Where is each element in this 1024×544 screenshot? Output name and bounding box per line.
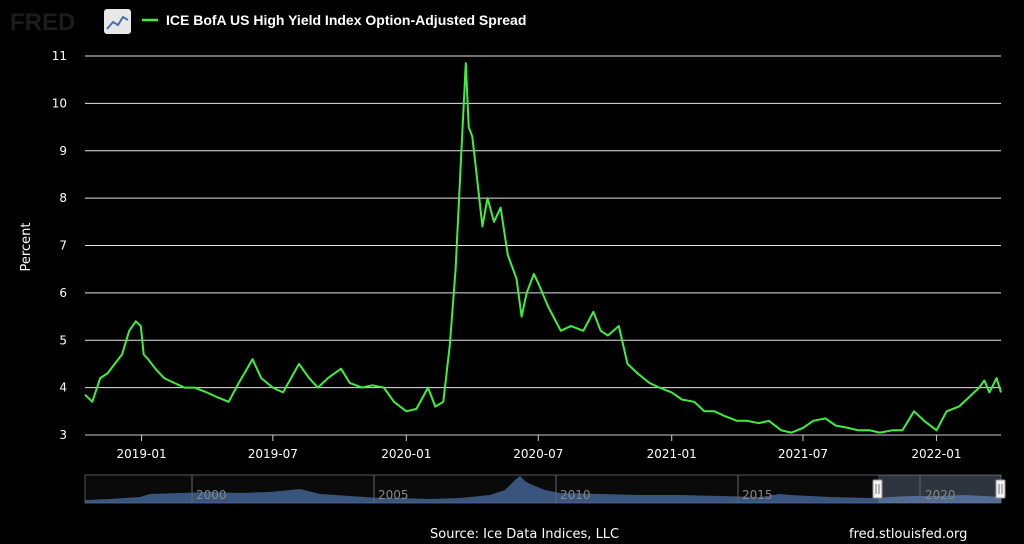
series-group[interactable] — [84, 62, 1002, 434]
x-axis-ticks: 2019-01 2019-07 2020-01 2020-07 2021-01 2021-… — [116, 435, 962, 461]
fred-logo[interactable]: FRED — [10, 9, 131, 36]
x-tick-label: 2022-01 — [911, 447, 961, 461]
navigator-year-label: 2005 — [378, 488, 409, 502]
line-chart-icon — [104, 9, 131, 34]
y-tick-label: 9 — [59, 144, 67, 158]
navigator[interactable]: 2000 2005 2010 2015 2020 — [84, 474, 1006, 504]
x-tick-label: 2020-01 — [381, 447, 431, 461]
y-axis-label: Percent — [19, 223, 34, 272]
navigator-year-label: 2020 — [925, 488, 956, 502]
x-tick-label: 2021-01 — [647, 447, 697, 461]
y-tick-label: 6 — [59, 286, 67, 300]
x-tick-label: 2019-07 — [248, 447, 298, 461]
navigator-year-label: 2015 — [742, 488, 773, 502]
legend[interactable]: ICE BofA US High Yield Index Option-Adju… — [142, 12, 526, 28]
source-note: Source: Ice Data Indices, LLC — [430, 527, 619, 542]
y-tick-label: 5 — [59, 333, 67, 347]
x-tick-label: 2020-07 — [513, 447, 563, 461]
navigator-year-label: 2000 — [196, 488, 227, 502]
fred-logo-text: FRED — [10, 9, 75, 36]
series-line[interactable] — [84, 62, 1002, 434]
gridlines — [85, 55, 1001, 389]
y-tick-label: 7 — [59, 239, 67, 253]
navigator-area — [85, 476, 1001, 503]
x-tick-label: 2021-07 — [778, 447, 828, 461]
legend-label: ICE BofA US High Yield Index Option-Adju… — [166, 12, 526, 28]
y-tick-label: 11 — [52, 49, 67, 63]
navigator-year-label: 2010 — [560, 488, 591, 502]
site-link[interactable]: fred.stlouisfed.org — [849, 527, 967, 542]
y-tick-label: 8 — [59, 191, 67, 205]
y-tick-label: 4 — [59, 381, 67, 395]
navigator-selection[interactable] — [878, 475, 1001, 503]
navigator-handle-left[interactable] — [872, 479, 883, 499]
y-tick-label: 10 — [52, 96, 67, 110]
navigator-handle-right[interactable] — [995, 479, 1006, 499]
x-tick-label: 2019-01 — [116, 447, 166, 461]
y-tick-label: 3 — [59, 428, 67, 442]
y-axis-ticks: 3 4 5 6 7 8 9 10 11 — [52, 49, 67, 442]
